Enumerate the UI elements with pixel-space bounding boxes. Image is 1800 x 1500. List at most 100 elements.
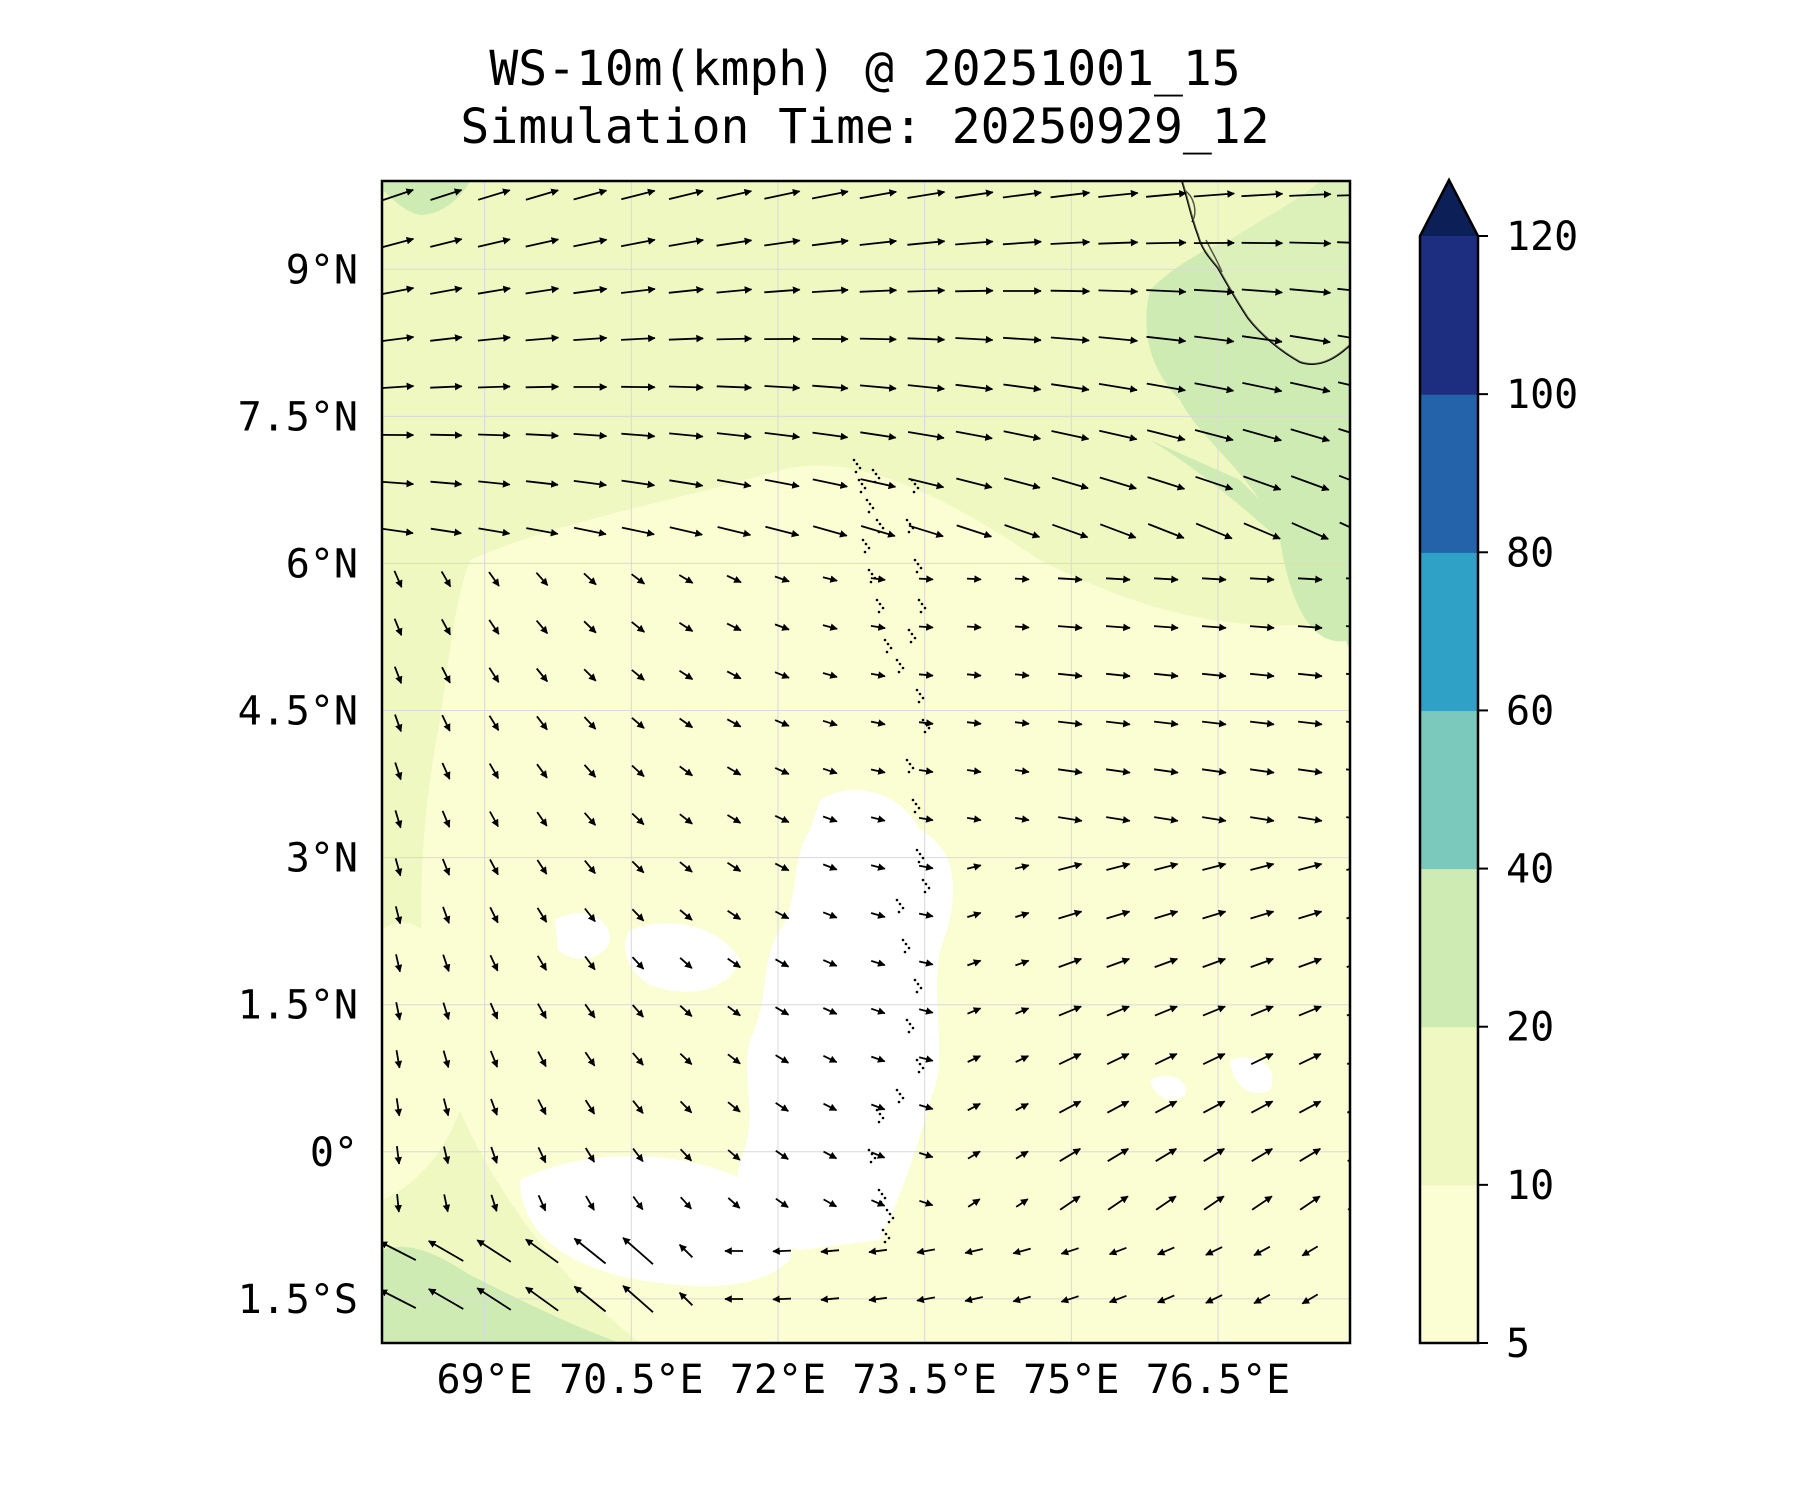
wind-arrow xyxy=(430,237,463,248)
wind-arrow xyxy=(823,1150,838,1160)
wind-arrow xyxy=(1155,1195,1177,1211)
wind-arrow xyxy=(1154,1052,1178,1066)
wind-arrow xyxy=(1301,1293,1319,1305)
wind-arrow xyxy=(668,383,704,392)
wind-arrow xyxy=(1291,522,1329,540)
island-dot xyxy=(883,638,887,642)
wind-arrow xyxy=(908,524,944,538)
wind-arrow xyxy=(1155,1148,1177,1162)
island-dot xyxy=(919,986,923,990)
wind-arrow xyxy=(679,909,693,921)
wind-arrow xyxy=(1298,816,1323,824)
wind-arrow xyxy=(573,285,608,295)
island-dot xyxy=(911,766,915,770)
wind-arrow xyxy=(442,906,451,924)
wind-arrow xyxy=(1147,476,1186,491)
wind-arrow xyxy=(955,189,994,199)
island-dot xyxy=(858,466,862,470)
wind-arrow xyxy=(822,671,838,679)
wind-arrow xyxy=(1058,1052,1082,1066)
wind-arrow xyxy=(584,955,596,971)
island-dot xyxy=(915,570,919,574)
island-dot xyxy=(911,798,915,802)
wind-arrow xyxy=(1297,719,1323,728)
wind-arrow xyxy=(536,907,548,923)
wind-arrow xyxy=(1202,1100,1226,1114)
colorbar-tick-label: 120 xyxy=(1506,214,1578,260)
wind-arrow xyxy=(525,480,559,488)
wind-arrow xyxy=(1099,476,1137,491)
wind-arrow xyxy=(1153,623,1179,632)
wind-arrow xyxy=(382,188,414,201)
wind-arrow xyxy=(442,1002,451,1021)
wind-arrow xyxy=(537,1051,547,1068)
wind-arrow xyxy=(1253,1245,1271,1257)
island-dot xyxy=(916,982,920,986)
wind-arrow xyxy=(727,814,742,824)
wind-arrow xyxy=(1106,957,1131,968)
wind-arrow xyxy=(488,571,500,587)
wind-arrow xyxy=(489,811,499,828)
wind-arrow xyxy=(679,717,694,729)
island-dot xyxy=(861,538,865,542)
wind-arrow xyxy=(1014,863,1030,871)
wind-arrow xyxy=(1002,189,1042,199)
island-dot xyxy=(915,990,919,994)
wind-arrow xyxy=(1057,623,1083,632)
wind-arrow xyxy=(764,189,801,200)
wind-arrow xyxy=(811,189,849,200)
wind-arrow xyxy=(1098,189,1139,198)
wind-arrow xyxy=(1251,1195,1273,1211)
wind-arrow xyxy=(525,1286,559,1312)
island-dot xyxy=(923,606,927,610)
island-dot xyxy=(875,1108,879,1112)
wind-arrow xyxy=(868,1295,888,1304)
island-dot xyxy=(907,770,911,774)
wind-arrow xyxy=(1051,476,1089,490)
wind-arrow xyxy=(1107,1148,1129,1162)
wind-arrow xyxy=(1194,335,1235,345)
island-dot xyxy=(875,518,879,522)
island-dot xyxy=(873,1156,877,1160)
wind-arrow xyxy=(668,286,704,294)
map-frame xyxy=(380,179,1352,1345)
island-dot xyxy=(881,606,885,610)
wind-arrow xyxy=(631,956,645,970)
wind-arrow xyxy=(1154,1005,1178,1017)
wind-arrow xyxy=(394,1002,403,1021)
wind-arrow xyxy=(477,188,511,201)
island-dot xyxy=(874,472,878,476)
wind-arrow xyxy=(1202,909,1227,920)
wind-arrow xyxy=(918,863,934,871)
wind-arrow xyxy=(1106,862,1131,871)
wind-arrow xyxy=(632,1100,644,1114)
wind-arrow xyxy=(1050,287,1091,295)
wind-arrow xyxy=(916,1295,936,1304)
wind-arrow xyxy=(476,1239,512,1263)
wind-arrow xyxy=(726,622,742,632)
wind-arrow xyxy=(489,1050,499,1068)
wind-arrow xyxy=(1242,382,1283,394)
colorbar-tick-label: 80 xyxy=(1506,530,1554,576)
wind-arrow xyxy=(669,526,703,537)
wind-arrow xyxy=(1106,909,1131,920)
wind-arrow xyxy=(536,763,548,779)
island-dot xyxy=(913,636,917,640)
island-dot xyxy=(881,1228,885,1232)
wind-arrow xyxy=(919,1103,934,1111)
wind-arrow xyxy=(1058,909,1083,920)
wind-arrow xyxy=(822,623,838,631)
wind-arrow xyxy=(442,1194,451,1213)
wind-arrow xyxy=(812,431,849,441)
wind-arrow xyxy=(966,575,982,583)
wind-arrow xyxy=(1337,241,1350,244)
wind-arrow xyxy=(1250,1100,1274,1114)
wind-arrow xyxy=(1202,957,1227,968)
wind-arrow xyxy=(1098,383,1138,393)
island-dot xyxy=(857,478,861,482)
wind-arrow xyxy=(668,237,704,247)
wind-arrow xyxy=(822,1007,838,1015)
island-dot xyxy=(867,568,871,572)
island-dot xyxy=(897,910,901,914)
wind-arrow xyxy=(525,383,560,391)
